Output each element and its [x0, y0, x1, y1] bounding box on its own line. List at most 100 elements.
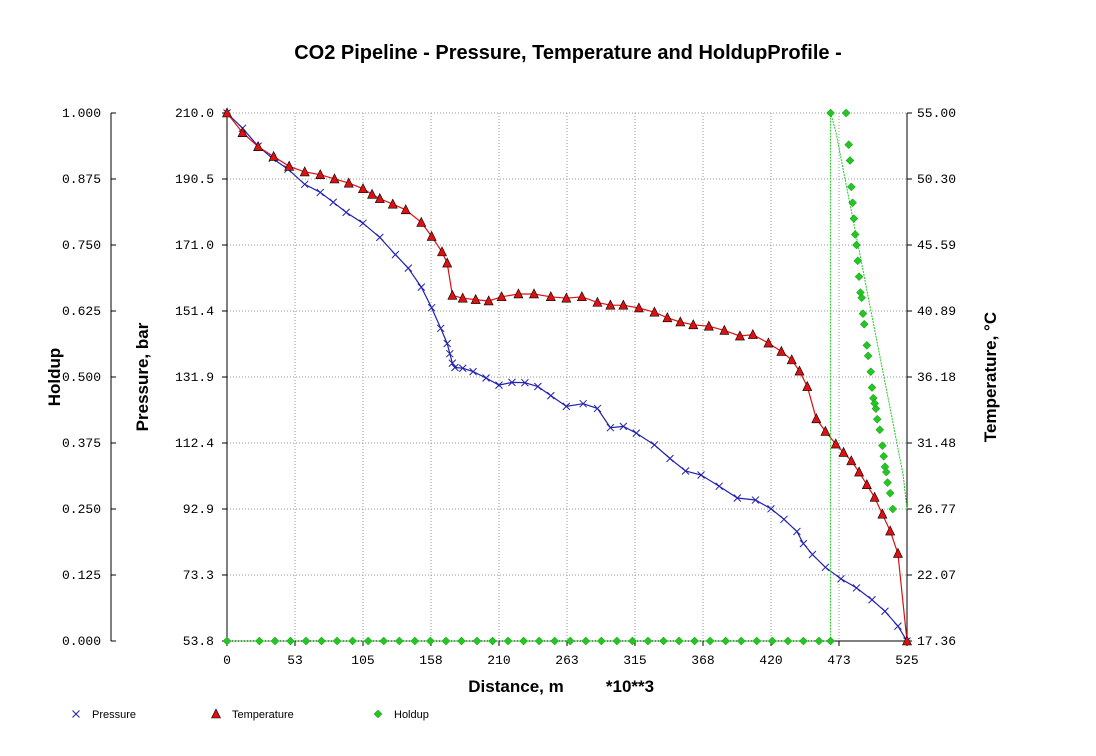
- pressure-point: [793, 527, 801, 536]
- legend-marker: [72, 710, 80, 718]
- tick-labels: 0 53 105 158 210 263 315 368 420 473 525 0.000 53.8 1…: [62, 106, 956, 668]
- holdup-point: [628, 636, 637, 646]
- holdup-point: [705, 636, 715, 646]
- x-tick-label: 158: [419, 653, 442, 668]
- holdup-point: [425, 636, 435, 646]
- legend-item-temperature: Temperature: [211, 708, 294, 721]
- marker-stroke: [72, 710, 80, 718]
- pressure-point: [300, 180, 309, 189]
- pressure-point: [342, 208, 351, 217]
- holdup-point: [222, 636, 232, 646]
- holdup-point: [690, 636, 699, 646]
- marker-stroke: [482, 374, 490, 382]
- temperature-point: [528, 288, 539, 299]
- marker-stroke: [715, 482, 724, 491]
- temperature-point: [820, 425, 831, 436]
- holdup-point: [871, 404, 881, 414]
- holdup-point: [286, 636, 295, 646]
- marker-stroke: [329, 198, 338, 207]
- holdup-tick-label: 0.375: [62, 436, 101, 451]
- series-layer: [222, 107, 912, 646]
- pressure-point: [837, 574, 845, 583]
- x-tick-label: 210: [487, 653, 510, 668]
- holdup-point: [783, 636, 793, 646]
- pressure-point: [715, 482, 724, 491]
- temperature-point: [496, 291, 507, 302]
- holdup-point: [858, 309, 868, 318]
- temperature-point: [222, 107, 232, 118]
- marker-stroke: [681, 467, 690, 475]
- holdup-point: [885, 488, 895, 498]
- holdup-point: [767, 636, 777, 646]
- temperature-tick-label: 40.89: [917, 304, 956, 319]
- holdup-point: [862, 340, 872, 350]
- pressure-tick-label: 53.8: [183, 634, 214, 649]
- marker-stroke: [808, 550, 817, 559]
- holdup-axis-label: Holdup: [45, 348, 64, 407]
- marker-stroke: [300, 180, 309, 189]
- marker-stroke: [751, 496, 760, 504]
- marker-stroke: [375, 233, 384, 242]
- legend: Pressure Temperature Holdup: [72, 708, 429, 721]
- pressure-point: [404, 264, 413, 273]
- temperature-point: [437, 246, 447, 257]
- x-axis-multiplier: *10**3: [606, 677, 654, 696]
- temperature-point: [734, 330, 745, 341]
- marker-stroke: [733, 494, 742, 502]
- pressure-point: [534, 382, 542, 391]
- holdup-point: [888, 504, 898, 514]
- holdup-point: [875, 425, 885, 435]
- pressure-point: [445, 349, 454, 358]
- marker-stroke: [534, 382, 542, 391]
- pressure-point: [562, 402, 571, 411]
- temperature-point: [268, 150, 279, 161]
- holdup-point: [674, 636, 684, 646]
- temperature-point: [892, 547, 903, 558]
- temperature-point: [576, 291, 587, 302]
- legend-marker: [373, 709, 383, 719]
- x-tick-label: 368: [691, 653, 714, 668]
- temperature-point: [545, 291, 556, 302]
- temperature-tick-label: 31.48: [917, 436, 956, 451]
- holdup-point: [394, 636, 404, 646]
- temperature-tick-label: 26.77: [917, 502, 956, 517]
- holdup-point: [736, 636, 746, 646]
- x-tick-label: 420: [759, 653, 782, 668]
- marker-stroke: [666, 454, 674, 463]
- temperature-point: [786, 354, 797, 365]
- temperature-point: [618, 299, 629, 310]
- x-tick-label: 0: [223, 653, 231, 668]
- pressure-point: [697, 471, 705, 479]
- holdup-point: [596, 636, 606, 646]
- holdup-point: [883, 478, 892, 487]
- chart-title: CO2 Pipeline - Pressure, Temperature and…: [294, 42, 842, 64]
- holdup-point: [879, 451, 889, 461]
- pressure-point: [821, 563, 830, 572]
- marker-stroke: [606, 423, 615, 432]
- legend-label: Pressure: [92, 709, 136, 721]
- marker-stroke: [436, 324, 445, 333]
- holdup-tick-label: 0.875: [62, 172, 101, 187]
- temperature-point: [374, 192, 385, 203]
- temperature-point: [902, 635, 912, 646]
- holdup-tick-label: 1.000: [62, 106, 101, 121]
- temperature-tick-label: 50.30: [917, 172, 956, 187]
- holdup-line: [227, 112, 908, 642]
- pressure-point: [619, 422, 628, 431]
- holdup-tick-label: 0.125: [62, 568, 101, 583]
- holdup-point: [721, 636, 731, 646]
- holdup-point: [848, 198, 857, 208]
- temperature-point: [358, 183, 368, 194]
- holdup-point: [845, 156, 855, 165]
- marker-stroke: [868, 595, 876, 604]
- pressure-tick-label: 171.0: [175, 238, 214, 253]
- holdup-point: [799, 636, 808, 646]
- x-tick-label: 53: [287, 653, 303, 668]
- temperature-point: [237, 126, 248, 137]
- marker-stroke: [852, 584, 861, 592]
- pressure-point: [427, 303, 436, 312]
- holdup-point: [752, 636, 762, 646]
- pressure-point: [681, 467, 690, 475]
- holdup-point: [849, 214, 859, 223]
- marker-stroke: [837, 574, 845, 583]
